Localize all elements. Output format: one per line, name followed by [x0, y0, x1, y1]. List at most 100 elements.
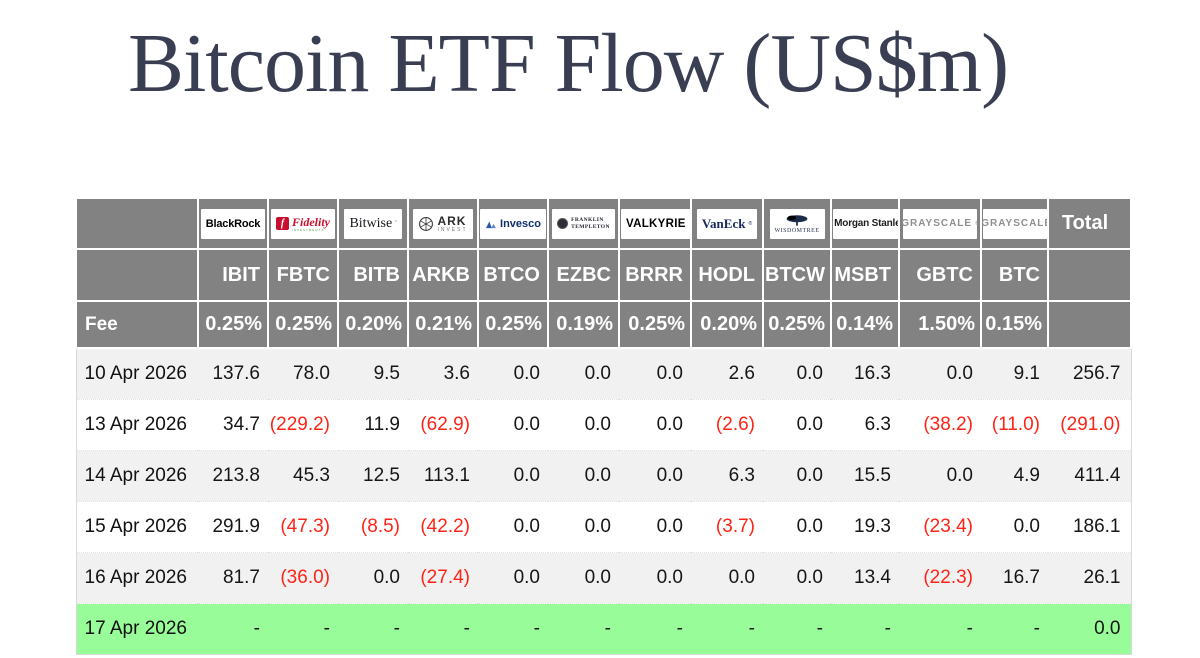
flow-cell: (22.3) — [899, 551, 981, 603]
fidelity-f-icon: f — [276, 217, 289, 230]
flow-cell: - — [478, 602, 548, 654]
provider-franklin-templeton: FRANKLIN TEMPLETON — [547, 197, 620, 250]
invesco-logo: Invesco — [480, 208, 546, 239]
flow-cell: 15.5 — [831, 449, 899, 501]
flow-cell: (47.3) — [268, 500, 338, 552]
row-date: 13 Apr 2026 — [76, 398, 198, 450]
flow-cell: - — [691, 602, 763, 654]
flow-cell: 0.0 — [548, 500, 619, 552]
flow-cell: 0.0 — [899, 449, 981, 501]
flow-cell: 0.0 — [691, 551, 763, 603]
flow-cell: 81.7 — [198, 551, 268, 603]
flow-cell: 0.0 — [548, 348, 619, 399]
provider-grayscale-mini: GRAYSCALE® — [980, 197, 1049, 250]
flow-cell: 0.0 — [338, 551, 408, 603]
flow-row-15-apr: 15 Apr 2026 291.9 (47.3) (8.5) (42.2) 0.… — [76, 500, 1131, 552]
fee-hodl: 0.20% — [690, 300, 764, 349]
fidelity-logo-subtext: INVESTMENTS — [292, 227, 325, 232]
row-total: 0.0 — [1048, 602, 1131, 654]
total-column-header: Total — [1047, 197, 1132, 250]
flow-cell: 9.1 — [981, 348, 1048, 399]
flow-cell: 0.0 — [763, 348, 831, 399]
provider-invesco: Invesco — [477, 197, 549, 250]
flow-cell: 0.0 — [899, 348, 981, 399]
row-total: 411.4 — [1048, 449, 1131, 501]
row-date: 16 Apr 2026 — [76, 551, 198, 603]
ark-logo-text: ARK — [437, 213, 467, 228]
flow-row-16-apr: 16 Apr 2026 81.7 (36.0) 0.0 (27.4) 0.0 0… — [76, 551, 1131, 603]
provider-grayscale: GRAYSCALE ® — [898, 197, 982, 250]
ticker-header-row: IBIT FBTC BITB ARKB BTCO EZBC BRRR HODL … — [75, 248, 1132, 302]
ark-logo-subtext: INVEST — [437, 226, 468, 233]
page-title: Bitcoin ETF Flow (US$m) — [128, 17, 1009, 110]
flow-cell: (36.0) — [268, 551, 338, 603]
flow-cell: 6.3 — [691, 449, 763, 501]
flow-cell: 78.0 — [268, 348, 338, 399]
ticker-header-hodl: HODL — [690, 248, 764, 302]
flow-cell: 0.0 — [763, 500, 831, 552]
fee-ezbc: 0.19% — [547, 300, 620, 349]
morgan-stanley-logo: Morgan Stanley — [833, 208, 899, 239]
ticker-header-ezbc: EZBC — [547, 248, 620, 302]
fidelity-logo-text: Fidelity — [292, 214, 330, 229]
invesco-mountain-icon — [486, 221, 497, 228]
flow-cell: (27.4) — [408, 551, 478, 603]
flow-cell: (8.5) — [338, 500, 408, 552]
flow-cell: (23.4) — [899, 500, 981, 552]
morgan-stanley-logo-text: Morgan Stanley — [834, 218, 899, 229]
row-date: 14 Apr 2026 — [76, 449, 198, 501]
flow-cell: - — [981, 602, 1048, 654]
flow-cell: 0.0 — [619, 348, 691, 399]
flow-row-17-apr-pending: 17 Apr 2026 - - - - - - - - - - - - 0.0 — [76, 602, 1131, 654]
flow-cell: 2.6 — [691, 348, 763, 399]
corner-cell — [75, 197, 199, 250]
valkyrie-logo: VALKYRIE — [621, 208, 689, 239]
flow-cell: 3.6 — [408, 348, 478, 399]
flow-cell: 0.0 — [619, 500, 691, 552]
ticker-row-spacer — [75, 248, 199, 302]
flow-cell: 0.0 — [478, 449, 548, 501]
flow-cell: 0.0 — [478, 348, 548, 399]
ticker-header-gbtc: GBTC — [898, 248, 982, 302]
flow-cell: - — [198, 602, 268, 654]
ark-invest-logo: ARK INVEST — [413, 208, 473, 239]
ticker-header-msbt: MSBT — [830, 248, 900, 302]
provider-ark: ARK INVEST — [407, 197, 479, 250]
grayscale-mini-logo-text: GRAYSCALE — [981, 218, 1048, 229]
provider-bitwise: Bitwise ʼ — [337, 197, 409, 250]
flow-cell: 0.0 — [548, 449, 619, 501]
fee-bitb: 0.20% — [337, 300, 409, 349]
flow-cell: - — [548, 602, 619, 654]
row-total: 186.1 — [1048, 500, 1131, 552]
row-total: 26.1 — [1048, 551, 1131, 603]
ticker-header-fbtc: FBTC — [267, 248, 339, 302]
flow-cell: - — [338, 602, 408, 654]
row-date: 10 Apr 2026 — [76, 348, 198, 399]
flow-cell: - — [831, 602, 899, 654]
flow-cell: 0.0 — [548, 398, 619, 450]
wisdomtree-logo: WISDOMTREE — [769, 208, 825, 239]
fee-btco: 0.25% — [477, 300, 549, 349]
ticker-row-total-spacer — [1047, 248, 1132, 302]
flow-cell: 4.9 — [981, 449, 1048, 501]
provider-morgan-stanley: Morgan Stanley — [830, 197, 900, 250]
flow-cell: 137.6 — [198, 348, 268, 399]
bitwise-logo-text: Bitwise — [349, 215, 393, 231]
fee-ibit: 0.25% — [197, 300, 269, 349]
flow-cell: - — [619, 602, 691, 654]
bitwise-logo: Bitwise ʼ — [344, 208, 402, 239]
ticker-header-btco: BTCO — [477, 248, 549, 302]
flow-cell: 113.1 — [408, 449, 478, 501]
flow-cell: 0.0 — [763, 449, 831, 501]
flow-row-14-apr: 14 Apr 2026 213.8 45.3 12.5 113.1 0.0 0.… — [76, 449, 1131, 501]
ticker-header-btc: BTC — [980, 248, 1049, 302]
fee-row: Fee 0.25% 0.25% 0.20% 0.21% 0.25% 0.19% … — [75, 300, 1132, 349]
provider-blackrock: BlackRock — [197, 197, 269, 250]
flow-cell: (42.2) — [408, 500, 478, 552]
flow-cell: 0.0 — [478, 551, 548, 603]
blackrock-logo-text: BlackRock — [205, 217, 261, 230]
fee-row-total-spacer — [1047, 300, 1132, 349]
fee-row-label: Fee — [75, 300, 199, 349]
flow-row-13-apr: 13 Apr 2026 34.7 (229.2) 11.9 (62.9) 0.0… — [76, 398, 1131, 450]
fee-brrr: 0.25% — [618, 300, 692, 349]
